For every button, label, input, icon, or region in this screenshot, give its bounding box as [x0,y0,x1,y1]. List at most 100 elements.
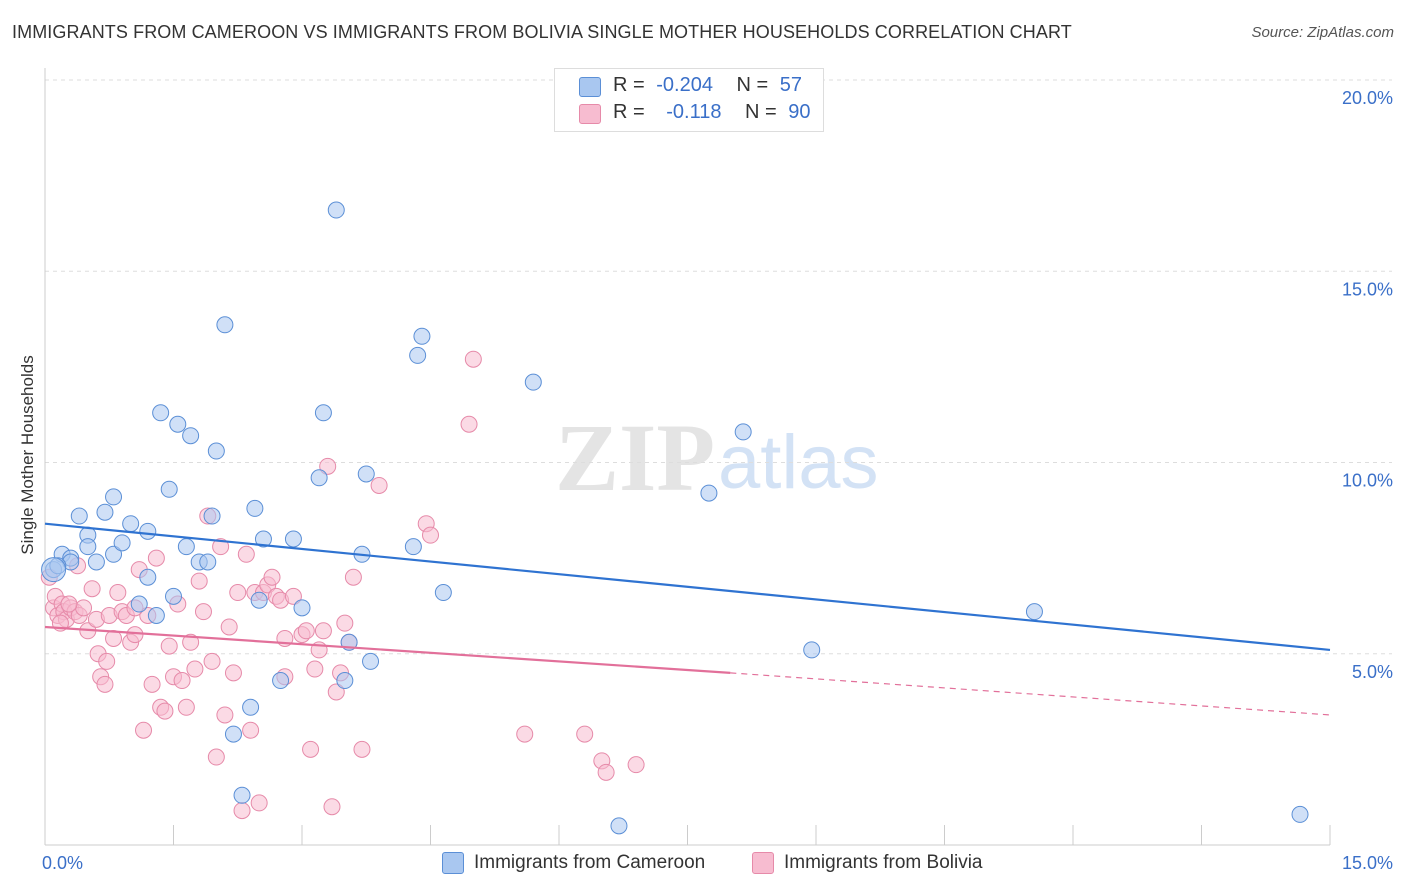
bolivia-point [464,350,482,368]
bolivia-point [194,603,212,621]
bolivia-point [173,672,191,690]
bolivia-point [105,629,123,647]
cameroon-point [336,672,354,690]
cameroon-point [314,404,332,422]
bolivia-legend-label: Immigrants from Bolivia [784,852,983,873]
trend-lines [44,522,1331,716]
bolivia-point [207,748,225,766]
bolivia-point [336,614,354,632]
cameroon-point [284,530,302,548]
cameroon-point [41,557,67,583]
bolivia-point [75,599,93,617]
cameroon-point [160,480,178,498]
cameroon-point [524,373,542,391]
bolivia-point [306,660,324,678]
n-value: 90 [788,101,811,123]
cameroon-point [147,607,165,624]
bolivia-point [216,706,234,724]
cameroon-point [113,534,131,552]
bolivia-point [319,457,337,475]
r-label: R = [613,74,645,96]
cameroon-point [310,469,328,487]
cameroon-point [165,587,182,605]
r-label: R = [613,101,645,123]
series-cameroon-points [41,201,1309,835]
n-label: N = [736,74,769,96]
bolivia-point [323,798,341,816]
bolivia-point [314,622,332,640]
n-value: 57 [779,74,803,96]
cameroon-point [96,503,114,521]
cameroon-point [70,507,88,525]
bolivia-point [126,626,144,644]
bolivia-point [627,756,645,774]
bolivia-point [83,580,101,598]
cameroon-point [79,538,97,556]
bolivia-point [109,584,127,602]
cameroon-point [105,545,123,563]
n-label: N = [745,101,777,123]
bolivia-point [344,568,362,586]
stats-legend: R = -0.204 N = 57 R = -0.118 N = 90 [554,68,824,132]
chart-title: IMMIGRANTS FROM CAMEROON VS IMMIGRANTS F… [12,22,1072,42]
cameroon-point [1025,603,1043,621]
y-tick-label: 15.0% [1342,279,1393,299]
bolivia-trend-extension [730,672,1331,716]
cameroon-point [803,641,821,659]
bolivia-point [576,725,594,743]
bolivia-point [224,664,242,682]
cameroon-point [1291,805,1309,823]
bolivia-point [143,675,161,693]
cameroon-point [272,672,290,690]
cameroon-point [610,817,628,835]
cameroon-point [199,553,217,571]
cameroon-point [139,522,157,540]
bolivia-point [297,622,315,640]
bolivia-point [370,476,388,494]
grid-lines [45,79,1392,655]
cameroon-point [254,530,272,548]
series-bolivia-points [40,350,645,820]
cameroon-point [293,599,311,617]
cameroon-point [203,507,221,525]
x-tick-label: 15.0% [1342,853,1393,873]
cameroon-point [224,725,242,743]
bolivia-trend-line [44,625,731,674]
cameroon-swatch [579,77,601,97]
bolivia-legend-swatch [752,852,774,874]
y-tick-label: 20.0% [1342,88,1393,108]
cameroon-point [434,584,452,602]
bolivia-point [233,802,251,820]
bolivia-point [182,633,200,651]
bolivia-point [516,725,534,743]
cameroon-point [216,316,234,334]
y-tick-label: 10.0% [1342,471,1393,491]
cameroon-point [182,427,200,445]
cameroon-point [413,327,431,345]
bolivia-point [147,549,165,567]
bolivia-point [263,568,281,586]
bolivia-point [284,587,302,605]
bolivia-point [160,637,178,655]
tick-labels: 5.0% 10.0% 15.0% 20.0% 0.0% 15.0% [42,88,1393,873]
cameroon-point [177,538,195,556]
bolivia-point [60,595,78,613]
cameroon-point [233,786,251,804]
bolivia-point [190,572,208,590]
cameroon-point [152,404,170,422]
series-legend: Immigrants from Cameroon Immigrants from… [0,850,1406,880]
bolivia-point [220,618,238,636]
cameroon-point [242,698,260,716]
bolivia-point [242,721,260,739]
cameroon-point [250,591,268,609]
cameroon-point [409,346,427,364]
bolivia-point [353,740,371,758]
cameroon-point [404,538,422,556]
bolivia-point [250,794,268,812]
cameroon-point [362,652,380,670]
bolivia-point [212,538,230,556]
bolivia-point [460,415,478,433]
bolivia-point [237,545,255,563]
bolivia-point [135,721,153,739]
source-label: Source: ZipAtlas.com [1251,24,1394,41]
